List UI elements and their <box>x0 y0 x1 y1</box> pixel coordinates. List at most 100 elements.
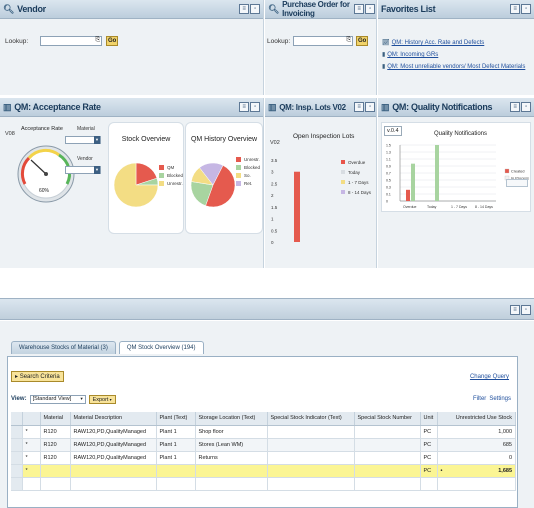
vendor-go-button[interactable]: Go <box>106 36 119 46</box>
tab-warehouse-stocks[interactable]: Warehouse Stocks of Material (3) <box>11 341 116 354</box>
stock-pie <box>113 162 159 208</box>
notifications-panel: ▥ QM: Quality Notifications ≡ ▫ v.0.4 Qual… <box>378 98 534 268</box>
favorite-link[interactable]: QM: Most unreliable vendors/ Most Defect… <box>387 64 526 70</box>
legend-swatch <box>159 165 164 170</box>
po-panel-header: 🔍︎ Purchase Order for Invoicing ≡ ▫ <box>265 0 376 19</box>
row-selector[interactable] <box>11 425 23 439</box>
change-query-link[interactable]: Change Query <box>469 374 509 380</box>
pie-slice <box>199 162 224 186</box>
row-selector[interactable] <box>11 451 23 465</box>
favorite-link[interactable]: QM: History Acc. Rate and Defects <box>391 40 485 46</box>
indicator-cell <box>267 438 355 452</box>
filter-link[interactable]: Filter <box>472 396 487 402</box>
y-tick-label: 0.9 <box>386 165 391 169</box>
bar <box>294 171 300 242</box>
warehouse-table: Material Material Description Plant (Tex… <box>11 412 516 491</box>
column-header-plant[interactable]: Plant (Text) <box>156 412 196 426</box>
notifications-small-input[interactable] <box>506 179 528 187</box>
y-tick-label: 0.5 <box>386 179 391 183</box>
panel-minimize-icon[interactable]: ▫ <box>250 4 260 14</box>
po-go-button[interactable]: Go <box>356 36 369 46</box>
y-tick-label: 1.5 <box>386 144 391 148</box>
column-header-stock-number[interactable]: Special Stock Number <box>354 412 421 426</box>
favorite-link[interactable]: QM: Incoming GRs <box>387 52 439 58</box>
legend-item: Unrestr. <box>236 157 260 162</box>
y-tick-label: 0 <box>271 240 274 245</box>
chevron-down-icon: ▾ <box>108 396 112 402</box>
panel-minimize-icon[interactable]: ▫ <box>365 4 375 14</box>
column-header-unit[interactable]: Unit <box>420 412 438 426</box>
export-button[interactable]: Export ▾ <box>88 394 116 404</box>
indicator-cell <box>267 425 355 439</box>
table-row[interactable]: * R120 RAW120,PD,QualityManaged Plant 1 Retu… <box>11 451 516 465</box>
column-header-description[interactable]: Material Description <box>70 412 157 426</box>
total-bullet: • <box>440 467 443 474</box>
description-cell: RAW120,PD,QualityManaged <box>70 425 157 439</box>
vendor-select[interactable]: ▼ <box>65 166 101 174</box>
panel-minimize-icon[interactable]: ▫ <box>521 4 531 14</box>
empty-cell <box>156 477 196 491</box>
gauge-card: Acceptance Rate 60% Material ▼ Vendor ▼ <box>17 122 107 230</box>
column-header-storage[interactable]: Storage Location (Text) <box>195 412 268 426</box>
favorites-title: Favorites List <box>381 4 436 14</box>
legend-label: QM <box>167 165 175 170</box>
column-header-indicator[interactable]: Special Stock Indicator (Text) <box>267 412 355 426</box>
value-help-icon[interactable]: ⎘ <box>95 37 101 43</box>
chart-icon: ▥ <box>3 101 12 112</box>
empty-cell <box>22 477 41 491</box>
stock-overview-title: Stock Overview <box>121 136 171 143</box>
view-select[interactable]: [Standard View] ▼ <box>29 394 86 404</box>
gauge-title: Acceptance Rate <box>21 126 63 132</box>
column-header[interactable] <box>22 412 41 426</box>
select-column-header[interactable] <box>11 412 23 426</box>
empty-cell <box>420 477 438 491</box>
legend-swatch <box>159 173 164 178</box>
empty-cell <box>156 464 196 478</box>
warehouse-tabs: Warehouse Stocks of Material (3) QM Stoc… <box>11 341 204 354</box>
panel-menu-icon[interactable]: ≡ <box>510 305 520 315</box>
search-criteria-button[interactable]: ▸ Search Criteria <box>11 371 64 382</box>
y-tick-label: 2 <box>271 193 274 198</box>
view-select-value: [Standard View] <box>32 395 72 402</box>
legend-swatch <box>236 173 241 178</box>
tab-qm-stock-overview[interactable]: QM Stock Overview (194) <box>118 341 204 354</box>
storage-cell: Shop floor <box>195 425 268 439</box>
table-row[interactable]: * R120 RAW120,PD,QualityManaged Plant 1 Shop… <box>11 425 516 439</box>
panel-menu-icon[interactable]: ≡ <box>510 4 520 14</box>
acceptance-panel: ▥ QM: Acceptance Rate ≡ ▫ V08 Acceptance R… <box>0 98 264 268</box>
y-tick-label: 1 <box>271 217 274 222</box>
table-header-row: Material Material Description Plant (Tex… <box>11 412 516 426</box>
panel-menu-icon[interactable]: ≡ <box>354 102 364 112</box>
po-panel: 🔍︎ Purchase Order for Invoicing ≡ ▫ Lookup… <box>265 0 377 95</box>
row-selector[interactable] <box>11 464 23 478</box>
panel-menu-icon[interactable]: ≡ <box>354 4 364 14</box>
panel-minimize-icon[interactable]: ▫ <box>250 102 260 112</box>
empty-cell <box>267 464 355 478</box>
column-header-material[interactable]: Material <box>40 412 71 426</box>
column-header-unrestricted-stock[interactable]: Unrestricted Use Stock <box>437 412 516 426</box>
panel-menu-icon[interactable]: ≡ <box>239 4 249 14</box>
panel-minimize-icon[interactable]: ▫ <box>521 305 531 315</box>
vendor-lookup-input[interactable]: ⎘ <box>40 36 103 46</box>
y-tick-label: 3.5 <box>271 158 278 163</box>
warehouse-panel-header: ≡ ▫ <box>0 298 534 320</box>
panel-menu-icon[interactable]: ≡ <box>239 102 249 112</box>
search-icon: 🔍︎ <box>268 3 280 14</box>
panel-minimize-icon[interactable]: ▫ <box>521 102 531 112</box>
material-select[interactable]: ▼ <box>65 136 101 144</box>
stock-cell: 1,000 <box>437 425 516 439</box>
panel-menu-icon[interactable]: ≡ <box>510 102 520 112</box>
row-marker: * <box>22 464 41 478</box>
total-row[interactable]: * PC • 1,685 <box>11 464 516 478</box>
panel-minimize-icon[interactable]: ▫ <box>365 102 375 112</box>
legend-swatch <box>236 157 241 162</box>
legend-label: Ret. <box>244 181 253 186</box>
settings-link[interactable]: Settings <box>489 396 511 402</box>
export-label: Export <box>92 396 109 403</box>
legend-label: 1 - 7 Days <box>348 180 369 185</box>
table-row[interactable]: * R120 RAW120,PD,QualityManaged Plant 1 Stor… <box>11 438 516 452</box>
po-lookup-input[interactable]: ⎘ <box>293 36 354 46</box>
row-selector[interactable] <box>11 438 23 452</box>
legend-swatch <box>236 181 241 186</box>
value-help-icon[interactable]: ⎘ <box>346 37 352 43</box>
